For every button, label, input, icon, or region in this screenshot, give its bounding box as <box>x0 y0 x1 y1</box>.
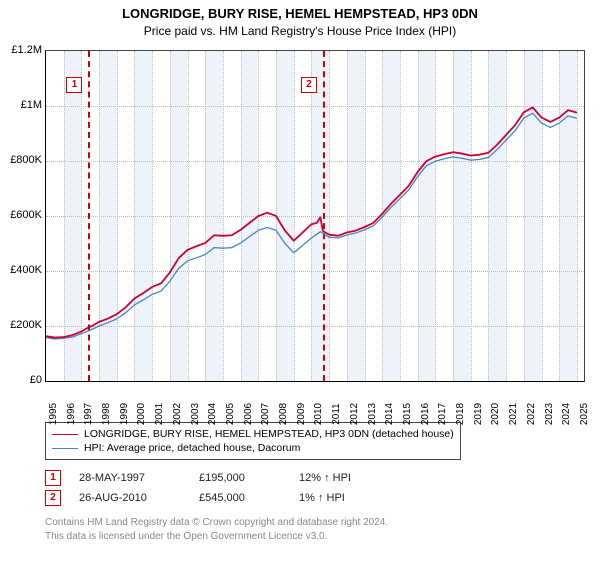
x-tick-label: 2021 <box>508 403 519 425</box>
legend-swatch <box>52 434 78 435</box>
x-tick-label: 2001 <box>154 403 165 425</box>
chart-title: LONGRIDGE, BURY RISE, HEMEL HEMPSTEAD, H… <box>0 6 600 21</box>
x-tick-label: 1996 <box>66 403 77 425</box>
sale-row: 2 26-AUG-2010£545,0001% ↑ HPI <box>45 488 399 508</box>
footer-line1: Contains HM Land Registry data © Crown c… <box>45 516 388 530</box>
plot-area: 12 <box>45 50 585 382</box>
legend-label: LONGRIDGE, BURY RISE, HEMEL HEMPSTEAD, H… <box>84 428 454 440</box>
sale-row-marker: 2 <box>45 490 61 506</box>
x-tick-label: 2016 <box>420 403 431 425</box>
x-tick-label: 2015 <box>402 403 413 425</box>
sale-delta: 12% ↑ HPI <box>299 472 399 484</box>
series-line <box>46 113 577 339</box>
x-tick-label: 2010 <box>313 403 324 425</box>
x-tick-label: 2009 <box>296 403 307 425</box>
x-tick-label: 2025 <box>579 403 590 425</box>
y-tick-label: £600K <box>2 209 42 221</box>
sale-date: 26-AUG-2010 <box>79 492 199 504</box>
x-tick-label: 2024 <box>561 403 572 425</box>
x-tick-label: 1995 <box>48 403 59 425</box>
y-tick-label: £0 <box>2 374 42 386</box>
legend-row: HPI: Average price, detached house, Daco… <box>52 441 454 455</box>
legend-swatch <box>52 448 78 449</box>
series-line <box>46 107 577 337</box>
sale-price: £545,000 <box>199 492 299 504</box>
x-tick-label: 2005 <box>225 403 236 425</box>
x-tick-label: 2000 <box>136 403 147 425</box>
x-tick-label: 2023 <box>544 403 555 425</box>
legend-row: LONGRIDGE, BURY RISE, HEMEL HEMPSTEAD, H… <box>52 427 454 441</box>
x-tick-label: 2006 <box>243 403 254 425</box>
sale-price: £195,000 <box>199 472 299 484</box>
x-tick-label: 1997 <box>83 403 94 425</box>
x-tick-label: 2018 <box>455 403 466 425</box>
sales-table: 1 28-MAY-1997£195,00012% ↑ HPI 2 26-AUG-201… <box>45 468 399 508</box>
y-tick-label: £400K <box>2 264 42 276</box>
x-tick-label: 2002 <box>172 403 183 425</box>
x-tick-label: 2022 <box>526 403 537 425</box>
x-tick-label: 2003 <box>190 403 201 425</box>
x-tick-label: 2020 <box>490 403 501 425</box>
footer-text: Contains HM Land Registry data © Crown c… <box>45 516 388 543</box>
x-tick-label: 2011 <box>331 403 342 425</box>
x-tick-label: 2004 <box>207 403 218 425</box>
sale-row-marker: 1 <box>45 470 61 486</box>
chart-subtitle: Price paid vs. HM Land Registry's House … <box>0 24 600 38</box>
y-tick-label: £1M <box>2 99 42 111</box>
x-tick-label: 1998 <box>101 403 112 425</box>
sale-delta: 1% ↑ HPI <box>299 492 399 504</box>
x-tick-label: 2019 <box>473 403 484 425</box>
legend-label: HPI: Average price, detached house, Daco… <box>84 442 300 454</box>
sale-row: 1 28-MAY-1997£195,00012% ↑ HPI <box>45 468 399 488</box>
x-tick-label: 2014 <box>384 403 395 425</box>
x-tick-label: 1999 <box>119 403 130 425</box>
x-tick-label: 2007 <box>260 403 271 425</box>
series-svg <box>46 51 584 381</box>
y-tick-label: £1.2M <box>2 44 42 56</box>
x-tick-label: 2008 <box>278 403 289 425</box>
x-tick-label: 2013 <box>367 403 378 425</box>
x-tick-label: 2017 <box>437 403 448 425</box>
legend-box: LONGRIDGE, BURY RISE, HEMEL HEMPSTEAD, H… <box>45 422 461 460</box>
y-tick-label: £200K <box>2 319 42 331</box>
footer-line2: This data is licensed under the Open Gov… <box>45 530 388 544</box>
sale-date: 28-MAY-1997 <box>79 472 199 484</box>
x-tick-label: 2012 <box>349 403 360 425</box>
y-tick-label: £800K <box>2 154 42 166</box>
